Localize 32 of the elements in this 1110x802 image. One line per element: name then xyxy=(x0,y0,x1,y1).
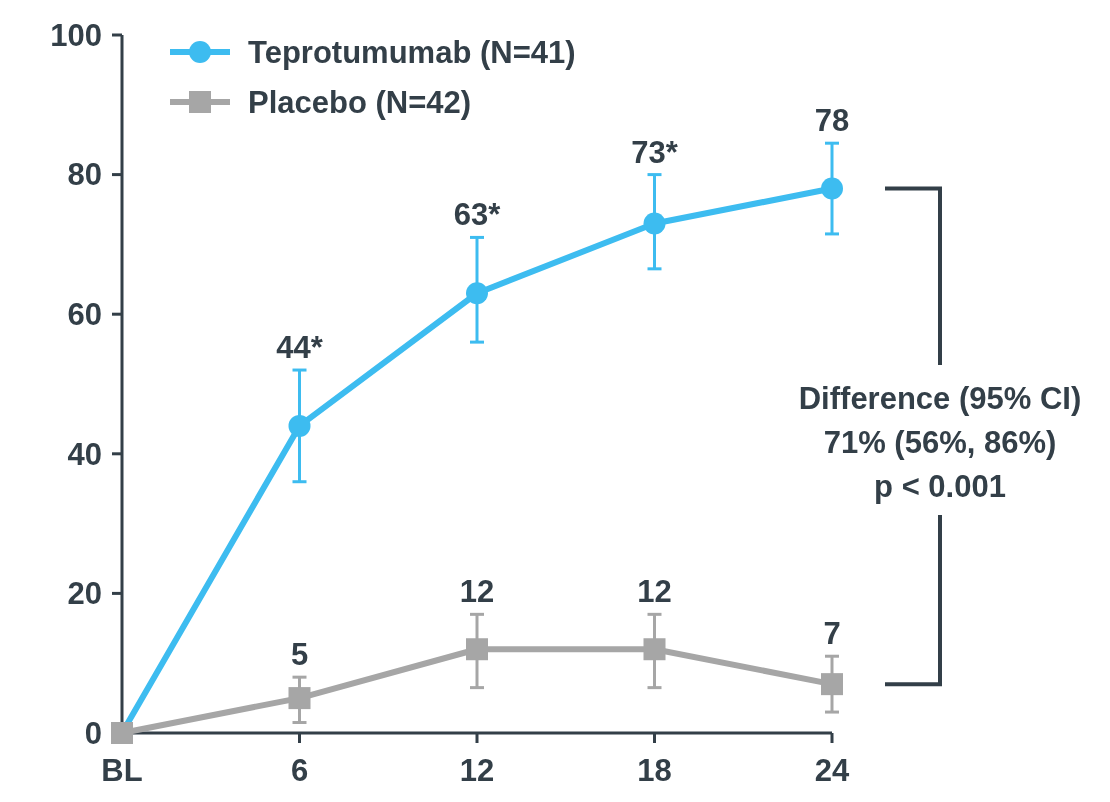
data-label: 44* xyxy=(276,330,324,366)
data-label: 73* xyxy=(631,134,679,170)
point xyxy=(466,282,488,305)
point xyxy=(288,687,311,710)
annotation: Difference (95% CI) xyxy=(798,380,1082,416)
x-tick-label: BL xyxy=(101,753,143,788)
text: p < 0.001 xyxy=(874,468,1006,504)
point xyxy=(821,177,843,200)
data-label: 78 xyxy=(814,103,850,139)
point xyxy=(466,638,488,661)
point xyxy=(821,673,843,696)
y-tick-label: 60 xyxy=(67,297,102,333)
annotation: 71% (56%, 86%) xyxy=(823,424,1057,460)
x-tick-label: 12 xyxy=(459,753,495,788)
y-tick-label: 40 xyxy=(67,436,102,472)
data-label: 7 xyxy=(823,616,841,652)
data-label: 63* xyxy=(453,197,502,233)
y-tick-label: 80 xyxy=(67,157,102,193)
legend-label: Placebo (N=42) xyxy=(248,84,472,120)
y-tick-label: 0 xyxy=(84,715,102,751)
point xyxy=(643,212,666,235)
x-tick-label: 24 xyxy=(814,753,850,788)
data-label: 12 xyxy=(637,574,672,610)
point xyxy=(288,414,311,437)
data-label: 12 xyxy=(459,574,495,610)
y-tick-label: 100 xyxy=(50,17,102,53)
y-tick-label: 20 xyxy=(67,576,102,612)
legend-label: Teprotumumab (N=41) xyxy=(248,34,576,70)
x-tick-label: 18 xyxy=(637,753,672,788)
point xyxy=(643,638,666,661)
data-label: 5 xyxy=(290,637,309,673)
x-tick-label: 6 xyxy=(290,753,309,788)
